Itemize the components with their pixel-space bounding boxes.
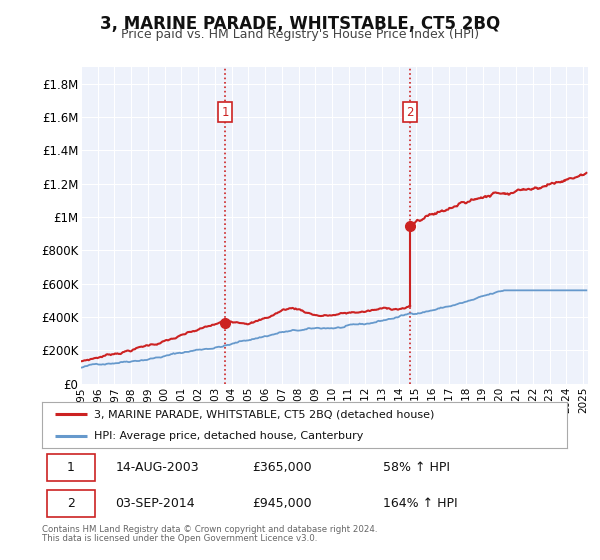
Text: 164% ↑ HPI: 164% ↑ HPI [383,497,458,510]
Text: 1: 1 [221,106,229,119]
Text: 1: 1 [67,461,75,474]
Text: 2: 2 [406,106,414,119]
Text: 2: 2 [67,497,75,510]
FancyBboxPatch shape [47,489,95,517]
Text: £945,000: £945,000 [252,497,311,510]
Text: 14-AUG-2003: 14-AUG-2003 [115,461,199,474]
FancyBboxPatch shape [47,454,95,482]
Text: £365,000: £365,000 [252,461,311,474]
Text: 3, MARINE PARADE, WHITSTABLE, CT5 2BQ (detached house): 3, MARINE PARADE, WHITSTABLE, CT5 2BQ (d… [95,409,435,419]
Text: 03-SEP-2014: 03-SEP-2014 [115,497,195,510]
Text: Contains HM Land Registry data © Crown copyright and database right 2024.: Contains HM Land Registry data © Crown c… [42,525,377,534]
Text: 3, MARINE PARADE, WHITSTABLE, CT5 2BQ: 3, MARINE PARADE, WHITSTABLE, CT5 2BQ [100,15,500,33]
Text: HPI: Average price, detached house, Canterbury: HPI: Average price, detached house, Cant… [95,431,364,441]
Text: 58% ↑ HPI: 58% ↑ HPI [383,461,450,474]
Text: Price paid vs. HM Land Registry's House Price Index (HPI): Price paid vs. HM Land Registry's House … [121,28,479,41]
Text: This data is licensed under the Open Government Licence v3.0.: This data is licensed under the Open Gov… [42,534,317,543]
